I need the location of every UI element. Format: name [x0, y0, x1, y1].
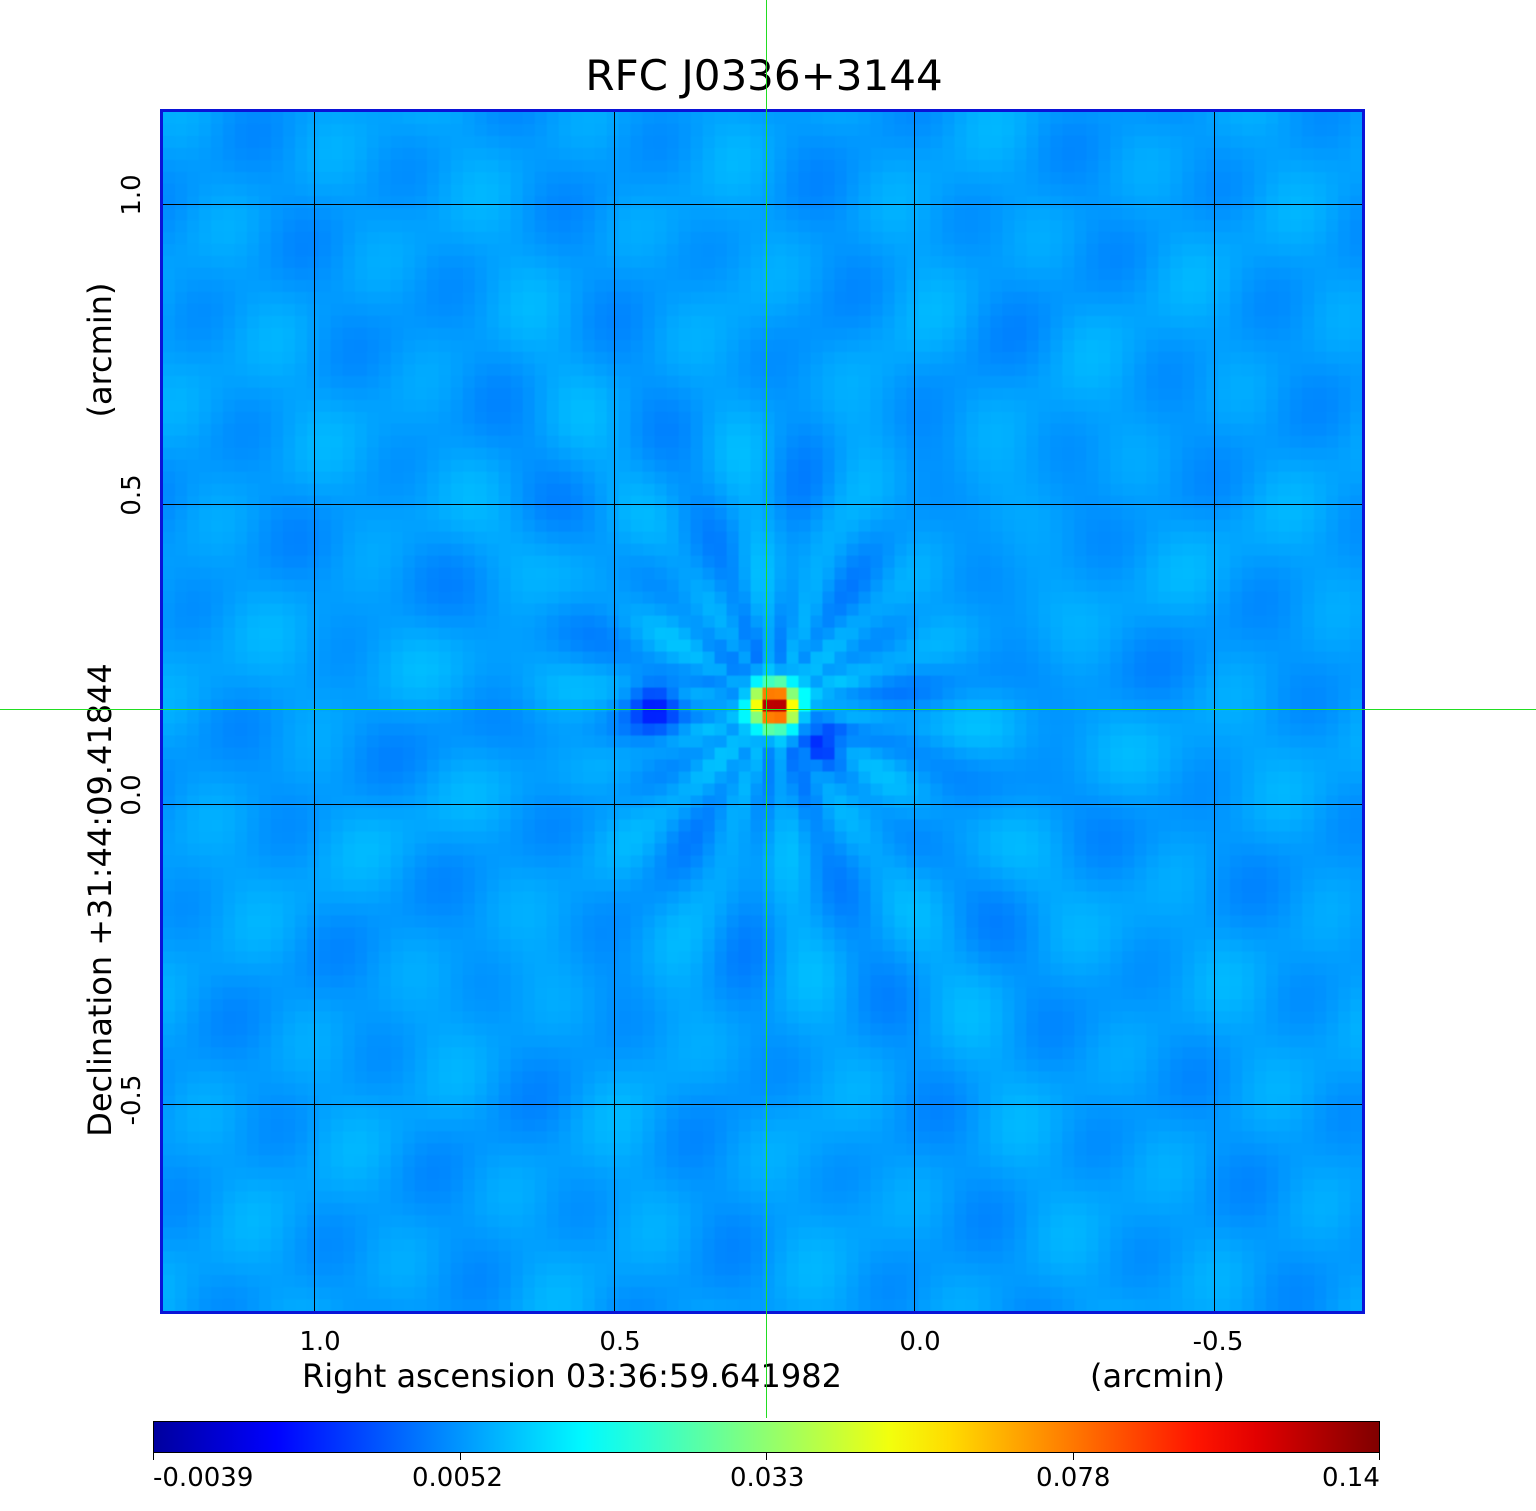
- y-tick-label: 1.0: [117, 174, 147, 216]
- y-tick-label: -0.5: [117, 1074, 147, 1126]
- colorbar-tick-label: 0.078: [1036, 1463, 1111, 1493]
- colorbar-tick: [1073, 1452, 1074, 1460]
- x-tick-label: 0.5: [599, 1327, 641, 1357]
- chart-title: RFC J0336+3144: [585, 51, 943, 100]
- grid-line-y--0.5: [163, 1104, 1362, 1105]
- x-axis-unit: (arcmin): [1090, 1357, 1225, 1395]
- colorbar-tick-label: 0.14: [1322, 1463, 1380, 1493]
- grid-line-x-1.0: [314, 112, 315, 1311]
- grid-line-x--0.5: [1214, 112, 1215, 1311]
- grid-line-x-0.5: [614, 112, 615, 1311]
- grid-line-y-1.0: [163, 204, 1362, 205]
- colorbar-tick-label: -0.0039: [153, 1463, 254, 1493]
- y-axis-label: Declination +31:44:09.41844: [81, 663, 119, 1137]
- grid-line-y-0.0: [163, 804, 1362, 805]
- colorbar-tick: [153, 1452, 154, 1460]
- y-axis-unit: (arcmin): [81, 282, 119, 418]
- y-tick-label: 0.0: [117, 774, 147, 816]
- image-plot-area: [160, 109, 1365, 1314]
- colorbar-tick: [766, 1452, 767, 1460]
- x-tick-label: 1.0: [299, 1327, 341, 1357]
- colorbar-tick: [460, 1452, 461, 1460]
- x-axis-label: Right ascension 03:36:59.641982: [302, 1357, 842, 1395]
- colorbar-tick-label: 0.0052: [412, 1463, 503, 1493]
- colorbar-tick-label: 0.033: [730, 1463, 805, 1493]
- colorbar: [153, 1421, 1380, 1453]
- radio-intensity-map: [163, 112, 1362, 1311]
- x-tick-label: 0.0: [899, 1327, 941, 1357]
- grid-line-y-0.5: [163, 504, 1362, 505]
- grid-line-x-0.0: [914, 112, 915, 1311]
- x-tick-label: -0.5: [1192, 1327, 1244, 1357]
- crosshair-horizontal: [0, 709, 1536, 710]
- y-tick-label: 0.5: [117, 474, 147, 516]
- colorbar-tick: [1379, 1452, 1380, 1460]
